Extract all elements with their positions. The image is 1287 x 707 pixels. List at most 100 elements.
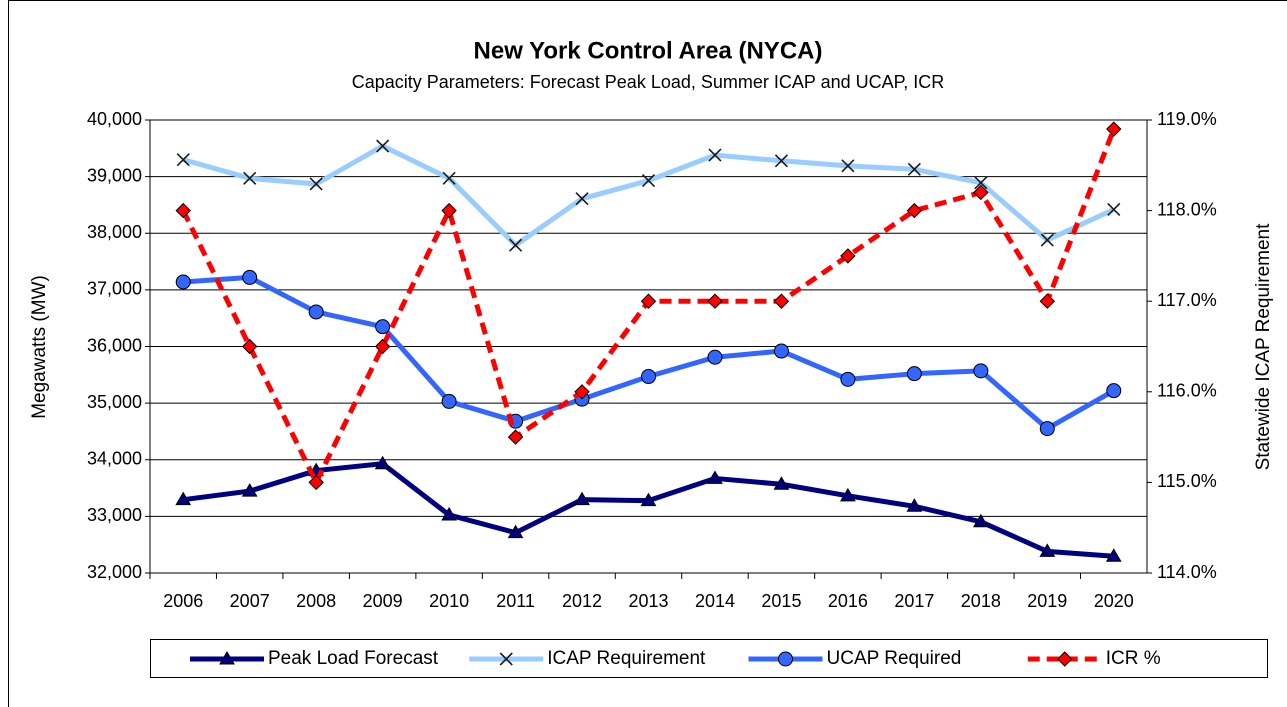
x-tick-label: 2006: [163, 591, 203, 611]
point: [1039, 421, 1055, 437]
point: [442, 171, 456, 185]
legend-marker: [499, 652, 513, 666]
x-tick-label: 2019: [1027, 591, 1067, 611]
series-line: [182, 461, 1114, 559]
legend-label: ICR %: [1106, 648, 1161, 669]
point: [641, 174, 656, 188]
y-tick-label: 33,000: [87, 505, 142, 525]
point: [1107, 202, 1121, 217]
point: [1106, 383, 1122, 399]
point: [773, 343, 789, 359]
point: [507, 429, 524, 445]
y2-tick-label: 115.0%: [1157, 471, 1217, 491]
point: [175, 491, 192, 506]
legend-label: ICAP Requirement: [547, 648, 706, 669]
chart-title: New York Control Area (NYCA): [474, 37, 823, 64]
legend-marker: [219, 651, 235, 665]
point: [575, 192, 589, 206]
point: [707, 470, 723, 484]
x-tick-label: 2016: [828, 591, 868, 611]
chart-frame: [8, 0, 1287, 707]
y2-tick-label: 117.0%: [1157, 290, 1217, 310]
point: [308, 474, 324, 491]
x-tick-label: 2008: [296, 591, 336, 611]
point: [374, 455, 391, 470]
point: [242, 269, 258, 285]
y-tick-label: 40,000: [87, 109, 142, 129]
x-tick-label: 2020: [1094, 591, 1134, 611]
point: [574, 491, 590, 506]
point: [906, 202, 923, 219]
x-tick-label: 2007: [230, 591, 270, 611]
point: [441, 506, 457, 521]
point: [507, 524, 524, 539]
point: [841, 159, 855, 173]
x-tick-label: 2013: [628, 591, 668, 611]
x-tick-label: 2017: [894, 591, 934, 611]
point: [640, 492, 657, 507]
legend-label: UCAP Required: [827, 648, 962, 669]
point: [243, 171, 257, 185]
point: [840, 487, 856, 502]
y2-tick-label: 114.0%: [1157, 562, 1217, 582]
y-tick-label: 35,000: [87, 392, 142, 412]
point: [1039, 293, 1056, 309]
point: [309, 177, 323, 191]
point: [175, 274, 191, 290]
point: [840, 248, 856, 264]
x-tick-label: 2012: [562, 591, 602, 611]
y2-axis-label: Statewide ICAP Requirement: [1253, 223, 1274, 470]
point: [441, 202, 457, 219]
point: [972, 513, 989, 528]
x-tick-label: 2018: [961, 591, 1001, 611]
point: [773, 476, 790, 490]
y2-tick-label: 116.0%: [1157, 381, 1217, 401]
point: [840, 371, 856, 387]
y-tick-label: 38,000: [87, 222, 142, 242]
y-axis-label: Megawatts (MW): [29, 275, 50, 419]
point: [441, 393, 457, 409]
point: [1105, 548, 1122, 562]
plot-border: [149, 119, 1148, 574]
x-tick-label: 2009: [363, 591, 403, 611]
point: [574, 384, 590, 400]
y-tick-label: 32,000: [87, 562, 142, 582]
x-tick-label: 2014: [695, 591, 735, 611]
y-tick-label: 39,000: [87, 165, 142, 185]
point: [707, 293, 723, 309]
legend-marker: [778, 651, 793, 667]
point: [974, 176, 988, 190]
point: [773, 293, 790, 309]
point: [241, 483, 258, 497]
legend-marker: [1057, 651, 1073, 667]
point: [708, 148, 722, 162]
legend-box: [150, 639, 1268, 678]
point: [1039, 543, 1056, 557]
point: [774, 154, 788, 168]
point: [907, 162, 921, 176]
x-tick-label: 2010: [429, 591, 469, 611]
point: [906, 498, 923, 512]
y2-tick-label: 119.0%: [1157, 109, 1217, 129]
point: [241, 338, 258, 355]
point: [374, 338, 391, 355]
point: [308, 304, 324, 320]
point: [640, 293, 657, 309]
point: [176, 153, 190, 167]
point: [509, 238, 523, 252]
point: [707, 349, 723, 365]
point: [375, 319, 391, 335]
y-tick-label: 36,000: [87, 335, 142, 355]
legend-label: Peak Load Forecast: [268, 648, 439, 669]
point: [1040, 233, 1054, 247]
point: [1106, 121, 1122, 137]
chart-subtitle: Capacity Parameters: Forecast Peak Load,…: [352, 72, 945, 92]
point: [641, 369, 656, 385]
y2-tick-label: 118.0%: [1157, 199, 1217, 219]
point: [175, 202, 191, 219]
point: [973, 363, 989, 379]
y-tick-label: 37,000: [87, 279, 142, 299]
point: [973, 184, 989, 201]
point: [906, 366, 922, 382]
